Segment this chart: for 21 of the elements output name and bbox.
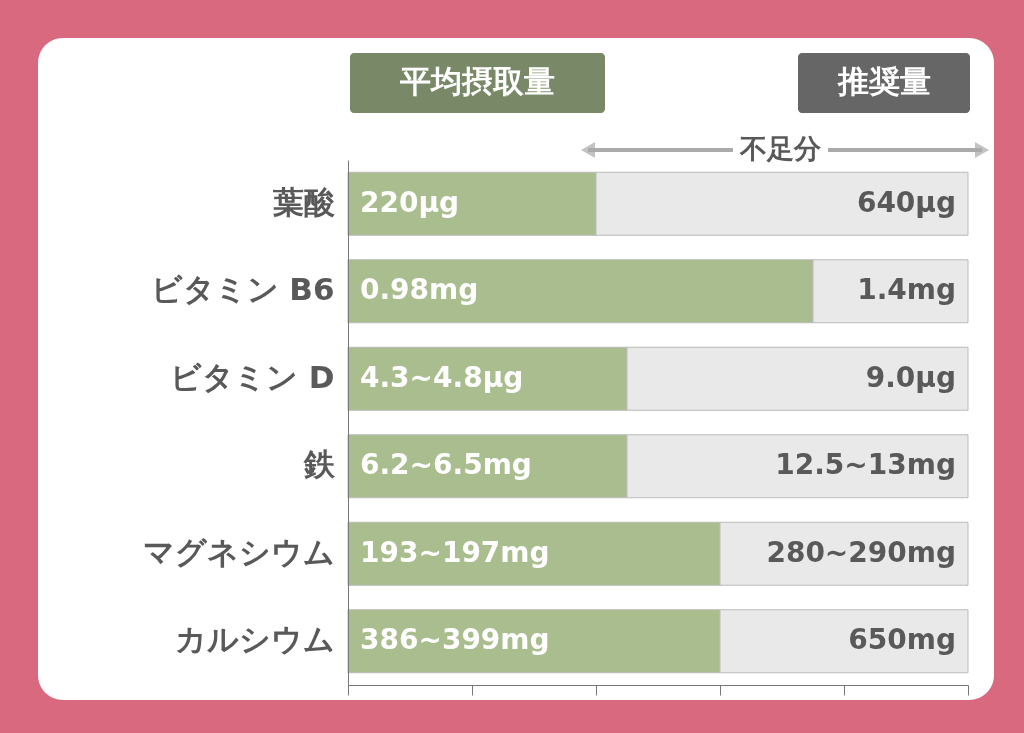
y-tick-label: カルシウム bbox=[174, 621, 335, 658]
annotation: 6.2~6.5mg bbox=[360, 448, 532, 482]
annotation: 4.3~4.8µg bbox=[360, 360, 524, 394]
annotation: 12.5~13mg bbox=[775, 448, 956, 482]
annotation: 9.0µg bbox=[865, 360, 956, 394]
annotation: 386~399mg bbox=[360, 623, 550, 657]
annotation: 不足分 bbox=[738, 133, 822, 164]
annotation: 0.98mg bbox=[360, 273, 479, 307]
annotation: 650mg bbox=[848, 623, 956, 657]
y-tick-label: ビタミン D bbox=[169, 358, 335, 395]
text: 推奨量 bbox=[836, 63, 931, 99]
annotation: 220µg bbox=[360, 185, 460, 219]
y-tick-label: 葉酸 bbox=[271, 183, 335, 220]
y-tick-label: ビタミン B6 bbox=[150, 271, 335, 308]
y-tick-label: マグネシウム bbox=[142, 533, 335, 570]
text: 平均摂取量 bbox=[399, 63, 555, 99]
annotation: 280~290mg bbox=[766, 535, 956, 569]
annotation: 1.4mg bbox=[857, 273, 956, 307]
annotation: 640µg bbox=[856, 185, 956, 219]
annotation: 193~197mg bbox=[360, 535, 550, 569]
y-tick-label: 鉄 bbox=[302, 446, 336, 483]
